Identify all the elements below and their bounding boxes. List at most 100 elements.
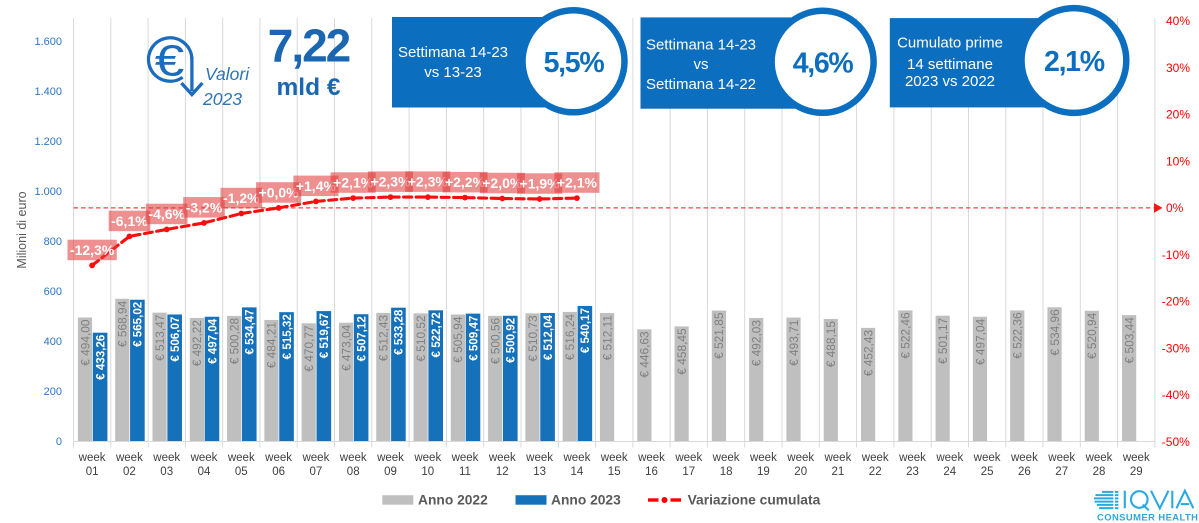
svg-text:14: 14	[571, 466, 584, 478]
svg-text:+2,1%: +2,1%	[557, 175, 598, 191]
svg-text:+0,0%: +0,0%	[259, 184, 300, 200]
svg-text:1.600: 1.600	[34, 36, 62, 48]
svg-text:4,6%: 4,6%	[793, 47, 854, 79]
svg-text:-12,3%: -12,3%	[70, 242, 115, 258]
svg-text:-10%: -10%	[1162, 248, 1190, 262]
svg-text:week: week	[227, 452, 255, 464]
svg-text:22: 22	[869, 466, 882, 478]
svg-text:mld €: mld €	[277, 74, 341, 101]
svg-text:07: 07	[310, 466, 323, 478]
svg-text:05: 05	[235, 466, 248, 478]
svg-text:10: 10	[421, 466, 434, 478]
svg-text:€ 565,02: € 565,02	[132, 302, 145, 347]
svg-text:€ 510,52: € 510,52	[414, 315, 428, 362]
svg-text:Cumulato prime: Cumulato prime	[897, 35, 1003, 52]
svg-text:06: 06	[272, 466, 285, 478]
svg-text:€ 533,28: € 533,28	[393, 309, 406, 355]
svg-text:0%: 0%	[1166, 201, 1184, 215]
svg-text:€ 500,28: € 500,28	[227, 318, 241, 365]
svg-text:week: week	[600, 452, 628, 464]
svg-text:30%: 30%	[1166, 61, 1190, 75]
svg-text:vs: vs	[694, 56, 709, 73]
svg-text:€ 512,43: € 512,43	[377, 315, 391, 362]
svg-text:+2,3%: +2,3%	[370, 174, 411, 190]
svg-text:-1,2%: -1,2%	[223, 190, 260, 206]
svg-text:800: 800	[44, 236, 62, 248]
svg-text:€: €	[155, 37, 185, 85]
svg-text:€ 519,67: € 519,67	[318, 313, 331, 358]
svg-text:€ 500,92: € 500,92	[505, 318, 518, 363]
svg-text:03: 03	[160, 466, 173, 478]
svg-text:€ 452,43: € 452,43	[861, 330, 875, 377]
svg-text:200: 200	[44, 386, 62, 398]
svg-text:2,1%: 2,1%	[1044, 46, 1105, 78]
svg-text:€ 433,26: € 433,26	[94, 334, 107, 380]
svg-text:17: 17	[682, 466, 695, 478]
svg-text:08: 08	[347, 466, 360, 478]
svg-text:€ 484,21: € 484,21	[265, 322, 279, 369]
svg-text:week: week	[376, 452, 404, 464]
svg-text:€ 509,47: € 509,47	[467, 316, 480, 361]
svg-text:Settimana 14-23: Settimana 14-23	[646, 36, 756, 53]
svg-text:€ 493,71: € 493,71	[787, 319, 801, 366]
svg-text:04: 04	[198, 466, 211, 478]
svg-text:11: 11	[459, 466, 471, 478]
svg-text:Valori: Valori	[205, 64, 250, 84]
svg-text:week: week	[301, 452, 329, 464]
svg-text:week: week	[898, 452, 926, 464]
svg-text:+1,9%: +1,9%	[520, 176, 561, 192]
svg-text:+2,3%: +2,3%	[408, 174, 449, 190]
svg-text:€ 522,72: € 522,72	[430, 312, 443, 357]
svg-text:€ 500,56: € 500,56	[488, 317, 502, 364]
svg-text:€ 492,03: € 492,03	[750, 320, 764, 367]
svg-text:week: week	[674, 452, 702, 464]
svg-text:+2,0%: +2,0%	[482, 175, 523, 191]
svg-text:week: week	[264, 452, 292, 464]
svg-text:week: week	[562, 452, 590, 464]
svg-text:10%: 10%	[1166, 154, 1190, 168]
svg-text:-30%: -30%	[1162, 341, 1190, 355]
svg-text:Variazione cumulata: Variazione cumulata	[688, 493, 821, 508]
svg-text:-3,2%: -3,2%	[186, 199, 223, 215]
svg-text:week: week	[1047, 452, 1075, 464]
svg-text:week: week	[749, 452, 777, 464]
svg-text:week: week	[861, 452, 889, 464]
svg-text:€ 512,04: € 512,04	[542, 314, 555, 360]
svg-text:€ 505,94: € 505,94	[451, 316, 465, 363]
svg-text:week: week	[935, 452, 963, 464]
svg-text:1.400: 1.400	[34, 86, 62, 98]
svg-text:Milioni di euro: Milioni di euro	[15, 191, 29, 268]
svg-text:€ 522,46: € 522,46	[899, 312, 913, 359]
svg-text:week: week	[451, 452, 479, 464]
svg-text:€ 497,04: € 497,04	[206, 318, 219, 364]
svg-text:Settimana 14-22: Settimana 14-22	[646, 76, 756, 93]
svg-text:20%: 20%	[1166, 108, 1190, 122]
svg-text:-6,1%: -6,1%	[111, 213, 148, 229]
svg-text:+1,4%: +1,4%	[296, 178, 337, 194]
svg-text:7,22: 7,22	[268, 20, 350, 72]
svg-text:21: 21	[832, 466, 845, 478]
svg-text:02: 02	[123, 466, 136, 478]
svg-text:€ 522,36: € 522,36	[1011, 312, 1025, 359]
svg-text:€ 503,44: € 503,44	[1122, 317, 1136, 364]
svg-text:16: 16	[645, 466, 658, 478]
svg-text:18: 18	[720, 466, 733, 478]
svg-text:€ 520,94: € 520,94	[1085, 312, 1099, 359]
svg-text:€ 497,04: € 497,04	[973, 318, 987, 365]
svg-text:29: 29	[1130, 466, 1143, 478]
svg-text:€ 540,17: € 540,17	[579, 308, 592, 353]
svg-text:-40%: -40%	[1162, 388, 1190, 402]
svg-text:+2,2%: +2,2%	[445, 174, 486, 190]
svg-text:€ 446,63: € 446,63	[638, 331, 652, 378]
svg-text:week: week	[413, 452, 441, 464]
svg-text:week: week	[1122, 452, 1150, 464]
svg-text:Anno 2023: Anno 2023	[551, 493, 621, 508]
svg-text:25: 25	[981, 466, 994, 478]
svg-text:week: week	[152, 452, 180, 464]
svg-text:2023 vs 2022: 2023 vs 2022	[905, 73, 995, 90]
svg-text:0: 0	[56, 436, 62, 448]
svg-text:-50%: -50%	[1162, 435, 1190, 449]
svg-text:€ 512,11: € 512,11	[600, 315, 614, 361]
svg-text:week: week	[973, 452, 1001, 464]
svg-text:24: 24	[943, 466, 956, 478]
